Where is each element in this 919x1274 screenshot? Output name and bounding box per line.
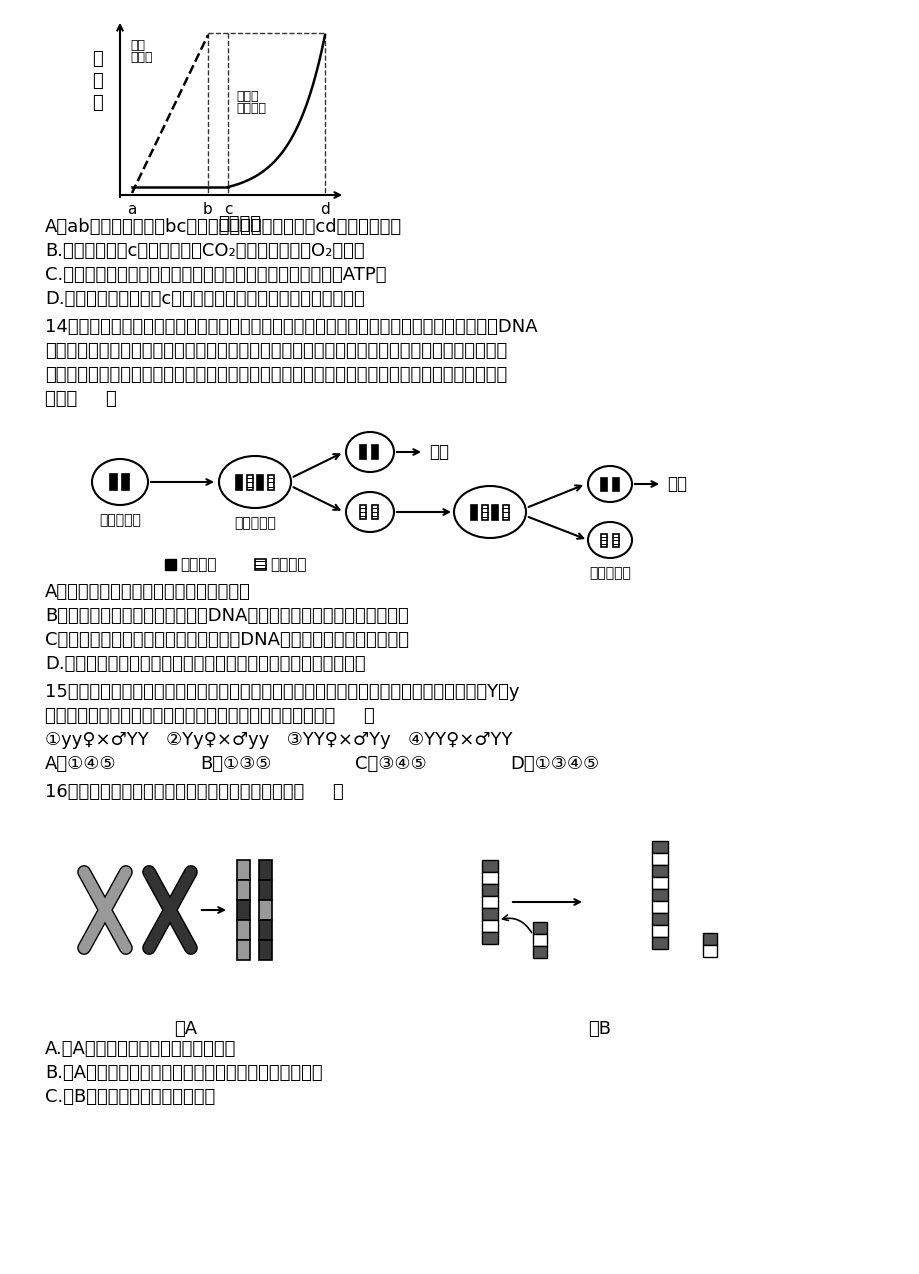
Bar xyxy=(259,860,272,880)
Text: 永生化链: 永生化链 xyxy=(180,558,216,572)
Text: b: b xyxy=(203,203,212,217)
Text: 成体干细胞: 成体干细胞 xyxy=(233,516,276,530)
Bar xyxy=(652,854,667,865)
Text: C.无氧呼吸使有机物中的能量大部分以热能散失，其余储存在ATP中: C.无氧呼吸使有机物中的能量大部分以热能散失，其余储存在ATP中 xyxy=(45,266,386,284)
Bar xyxy=(492,505,497,520)
Text: 分化: 分化 xyxy=(666,475,686,493)
Text: 值: 值 xyxy=(93,94,103,112)
Text: 消耗率: 消耗率 xyxy=(130,51,153,64)
Bar xyxy=(652,936,667,949)
Text: 图A: 图A xyxy=(174,1020,197,1038)
Bar xyxy=(237,899,250,920)
Bar xyxy=(359,445,366,459)
Text: A.图A过程发生在减数第一次分裂后期: A.图A过程发生在减数第一次分裂后期 xyxy=(45,1040,236,1057)
Bar xyxy=(482,884,497,896)
Bar xyxy=(359,505,366,519)
Bar xyxy=(652,925,667,936)
Bar xyxy=(371,505,378,519)
Bar xyxy=(702,933,716,945)
Text: C.图B过程表示染色体数目的变异: C.图B过程表示染色体数目的变异 xyxy=(45,1088,215,1106)
Bar xyxy=(259,899,272,920)
Bar xyxy=(612,478,618,490)
Text: A．成体干细胞的细胞分裂方式为有丝分裂: A．成体干细胞的细胞分裂方式为有丝分裂 xyxy=(45,583,251,601)
Bar xyxy=(259,940,272,961)
Text: 新合成链: 新合成链 xyxy=(269,558,306,572)
Text: 分化: 分化 xyxy=(428,443,448,461)
Text: c: c xyxy=(223,203,232,217)
Text: 成体干细胞: 成体干细胞 xyxy=(99,513,141,527)
Bar xyxy=(259,880,272,899)
Bar xyxy=(482,908,497,920)
Bar xyxy=(532,947,547,958)
Text: A．ab段为有氧呼吸，bc段为有氧呼吸和无氧呼吸，cd段为无氧呼吸: A．ab段为有氧呼吸，bc段为有氧呼吸和无氧呼吸，cd段为无氧呼吸 xyxy=(45,218,402,236)
Text: 相: 相 xyxy=(93,50,103,68)
Text: 14．科学家们在研究成体干细胞的分裂时提出这样的假说：成体干细胞总是将含有相对古老的DNA: 14．科学家们在研究成体干细胞的分裂时提出这样的假说：成体干细胞总是将含有相对古… xyxy=(45,318,537,336)
Bar xyxy=(652,841,667,854)
Text: 的是（     ）: 的是（ ） xyxy=(45,390,117,408)
Text: 成体干细胞: 成体干细胞 xyxy=(588,566,630,580)
Bar xyxy=(471,505,476,520)
Bar xyxy=(246,474,253,489)
Text: 表示。在下列各组合中，能从其子代表现型判断出性别的是（     ）: 表示。在下列各组合中，能从其子代表现型判断出性别的是（ ） xyxy=(45,707,374,725)
Text: A．①④⑤: A．①④⑤ xyxy=(45,755,117,773)
Text: C．通过该方式可以减少成体干细胞积累DNA复制过程中产生的碱基突变: C．通过该方式可以减少成体干细胞积累DNA复制过程中产生的碱基突变 xyxy=(45,631,409,648)
Bar xyxy=(652,913,667,925)
Text: 15．雄性蝴蝶有黄色和白色，雌性只有白色，正交与反交子代结果一样。黄色与白色分别用Y与y: 15．雄性蝴蝶有黄色和白色，雌性只有白色，正交与反交子代结果一样。黄色与白色分别… xyxy=(45,683,519,701)
Bar xyxy=(237,920,250,940)
Bar xyxy=(652,901,667,913)
Bar xyxy=(237,860,250,880)
Bar xyxy=(482,871,497,884)
Bar xyxy=(259,920,272,940)
Text: B．从图中看出成体干细胞分裂时DNA进行半保留复制，染色体随机分配: B．从图中看出成体干细胞分裂时DNA进行半保留复制，染色体随机分配 xyxy=(45,606,408,626)
Bar xyxy=(110,474,118,490)
Text: B．①③⑤: B．①③⑤ xyxy=(199,755,271,773)
Bar xyxy=(267,474,274,489)
Text: 血液中: 血液中 xyxy=(236,90,258,103)
Bar xyxy=(482,920,497,933)
Bar xyxy=(122,474,130,490)
Bar xyxy=(600,534,607,547)
Text: B.运动强度大于c后，肌肉细胞CO₂的产生量将大于O₂消耗量: B.运动强度大于c后，肌肉细胞CO₂的产生量将大于O₂消耗量 xyxy=(45,242,364,260)
Text: D.若运动强度长期超过c，会因为乳酸大量积累而使肌肉酸胀乏力: D.若运动强度长期超过c，会因为乳酸大量积累而使肌肉酸胀乏力 xyxy=(45,290,364,308)
Bar xyxy=(236,474,242,489)
Text: D.根据该假说可以推测生物体内的成体干细胞的数量保持相对稳定: D.根据该假说可以推测生物体内的成体干细胞的数量保持相对稳定 xyxy=(45,655,365,673)
Bar xyxy=(503,505,508,520)
Bar xyxy=(532,934,547,947)
Text: 运动强度: 运动强度 xyxy=(219,215,261,233)
Text: 氧气: 氧气 xyxy=(130,39,145,52)
Bar xyxy=(371,445,378,459)
Text: C．③④⑤: C．③④⑤ xyxy=(355,755,426,773)
Bar xyxy=(702,945,716,957)
Bar xyxy=(237,880,250,899)
Bar xyxy=(652,877,667,889)
Bar xyxy=(482,933,497,944)
Bar xyxy=(165,559,176,569)
Text: d: d xyxy=(320,203,330,217)
Bar xyxy=(652,889,667,901)
Text: 16．下列有关图示两种生物变异的叙述，正确的是（     ）: 16．下列有关图示两种生物变异的叙述，正确的是（ ） xyxy=(45,784,344,801)
Text: B.图A中的变异未产生新的基因，但可以产生新的基因型: B.图A中的变异未产生新的基因，但可以产生新的基因型 xyxy=(45,1064,323,1082)
Bar xyxy=(652,865,667,877)
Bar xyxy=(482,860,497,871)
Bar xyxy=(255,559,266,569)
Text: ①yy♀×♂YY   ②Yy♀×♂yy   ③YY♀×♂Yy   ④YY♀×♂YY: ①yy♀×♂YY ②Yy♀×♂yy ③YY♀×♂Yy ④YY♀×♂YY xyxy=(45,731,512,749)
Text: 对: 对 xyxy=(93,73,103,90)
Bar xyxy=(237,940,250,961)
Text: 成链染色体分配给另一个子代细胞，开始分化并最终衰老死亡（如下图所示）。下列相关推测错误: 成链染色体分配给另一个子代细胞，开始分化并最终衰老死亡（如下图所示）。下列相关推… xyxy=(45,366,506,383)
Text: 图B: 图B xyxy=(588,1020,611,1038)
Text: 链（永生化链）的染色体分配给其中一个子代细胞，使其成为成体干细胞，同时将含有相对新的合: 链（永生化链）的染色体分配给其中一个子代细胞，使其成为成体干细胞，同时将含有相对… xyxy=(45,341,506,361)
Bar xyxy=(532,922,547,934)
Text: D．①③④⑤: D．①③④⑤ xyxy=(509,755,598,773)
Text: a: a xyxy=(127,203,137,217)
Bar xyxy=(600,478,607,490)
Bar xyxy=(256,474,263,489)
Bar xyxy=(482,896,497,908)
Bar xyxy=(482,505,487,520)
Bar xyxy=(612,534,618,547)
Text: 乳酸水平: 乳酸水平 xyxy=(236,102,266,115)
